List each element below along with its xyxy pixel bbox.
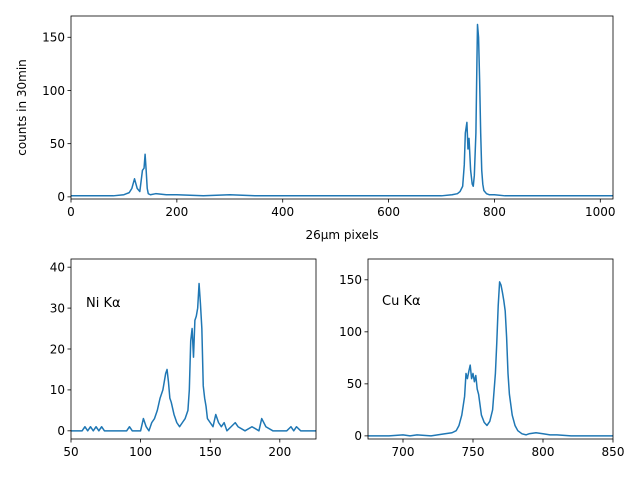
ni-x-tick-label: 50	[63, 445, 78, 459]
full-x-tick-label: 200	[165, 205, 188, 219]
cu-y-tick-label: 0	[354, 429, 362, 443]
ni-x-tick-label: 200	[268, 445, 291, 459]
full-x-tick-label: 400	[271, 205, 294, 219]
full-x-tick-label: 1000	[585, 205, 616, 219]
ni-series-line	[71, 282, 316, 432]
ni-y-tick-label: 20	[50, 342, 65, 356]
full-x-tick-label: 800	[483, 205, 506, 219]
cu-plot-frame	[367, 258, 614, 440]
cu-x-tick-label: 700	[392, 445, 415, 459]
cu-ticks-group: 700 750 800 850 0 50 100 150	[339, 273, 624, 459]
ni-x-tick-label: 100	[129, 445, 152, 459]
ni-y-tick-label: 30	[50, 301, 65, 315]
ni-annotation: Ni Kα	[86, 296, 121, 311]
cu-series-line	[368, 281, 613, 437]
full-y-tick-label: 50	[50, 137, 65, 151]
full-x-tick-label: 600	[377, 205, 400, 219]
full-ticks-group: 0 200 400 600 800 1000 0 50 100 150	[42, 31, 615, 219]
full-y-axis-label: counts in 30min	[15, 59, 29, 156]
ni-x-tick-label: 150	[199, 445, 222, 459]
ni-plot-frame	[70, 258, 317, 440]
cu-y-tick-label: 100	[339, 325, 362, 339]
ni-y-tick-label: 0	[57, 424, 65, 438]
ni-y-tick-label: 10	[50, 383, 65, 397]
panel-ni-kalpha: 50 100 150 200 0 10 20 30 40 Ni Kα	[50, 258, 317, 459]
full-y-tick-label: 150	[42, 31, 65, 45]
cu-x-tick-label: 850	[602, 445, 625, 459]
full-series-group	[71, 23, 613, 197]
cu-y-tick-label: 150	[339, 273, 362, 287]
ni-series-group	[71, 282, 316, 432]
panel-cu-kalpha: 700 750 800 850 0 50 100 150 Cu Kα	[339, 258, 624, 459]
full-series-line	[71, 23, 613, 197]
full-plot-frame	[70, 15, 614, 200]
full-x-axis-label: 26μm pixels	[305, 228, 378, 242]
full-y-tick-label: 0	[57, 190, 65, 204]
cu-annotation: Cu Kα	[382, 294, 421, 309]
cu-x-tick-label: 750	[462, 445, 485, 459]
full-x-tick-label: 0	[67, 205, 75, 219]
full-y-tick-label: 100	[42, 84, 65, 98]
panel-full-spectrum: 0 200 400 600 800 1000 0 50 100 150 26μm pixels c…	[15, 15, 616, 242]
cu-y-tick-label: 50	[347, 377, 362, 391]
ni-y-tick-label: 40	[50, 260, 65, 274]
cu-x-tick-label: 800	[532, 445, 555, 459]
ni-ticks-group: 50 100 150 200 0 10 20 30 40	[50, 260, 292, 459]
cu-series-group	[368, 281, 613, 437]
